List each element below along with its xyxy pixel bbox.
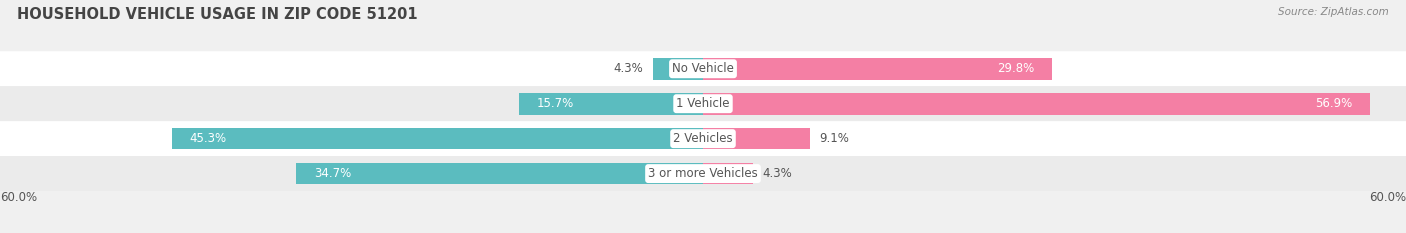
Bar xyxy=(519,93,703,115)
Text: HOUSEHOLD VEHICLE USAGE IN ZIP CODE 51201: HOUSEHOLD VEHICLE USAGE IN ZIP CODE 5120… xyxy=(17,7,418,22)
Text: 2 Vehicles: 2 Vehicles xyxy=(673,132,733,145)
FancyBboxPatch shape xyxy=(0,51,1406,86)
FancyBboxPatch shape xyxy=(0,121,1406,156)
Bar xyxy=(703,58,1052,80)
Text: Source: ZipAtlas.com: Source: ZipAtlas.com xyxy=(1278,7,1389,17)
Bar xyxy=(297,163,703,185)
Text: 56.9%: 56.9% xyxy=(1315,97,1353,110)
Bar xyxy=(703,163,754,185)
Text: 1 Vehicle: 1 Vehicle xyxy=(676,97,730,110)
Text: 60.0%: 60.0% xyxy=(0,191,37,204)
Text: 34.7%: 34.7% xyxy=(314,167,352,180)
Text: 15.7%: 15.7% xyxy=(537,97,574,110)
Text: 3 or more Vehicles: 3 or more Vehicles xyxy=(648,167,758,180)
Text: 4.3%: 4.3% xyxy=(762,167,793,180)
FancyBboxPatch shape xyxy=(0,86,1406,121)
Bar xyxy=(703,128,810,150)
Text: 60.0%: 60.0% xyxy=(1369,191,1406,204)
Text: No Vehicle: No Vehicle xyxy=(672,62,734,75)
Text: 45.3%: 45.3% xyxy=(190,132,226,145)
Text: 9.1%: 9.1% xyxy=(818,132,849,145)
FancyBboxPatch shape xyxy=(0,156,1406,191)
Text: 29.8%: 29.8% xyxy=(997,62,1035,75)
Bar xyxy=(173,128,703,150)
Text: 4.3%: 4.3% xyxy=(613,62,644,75)
Bar xyxy=(703,93,1369,115)
Bar xyxy=(652,58,703,80)
